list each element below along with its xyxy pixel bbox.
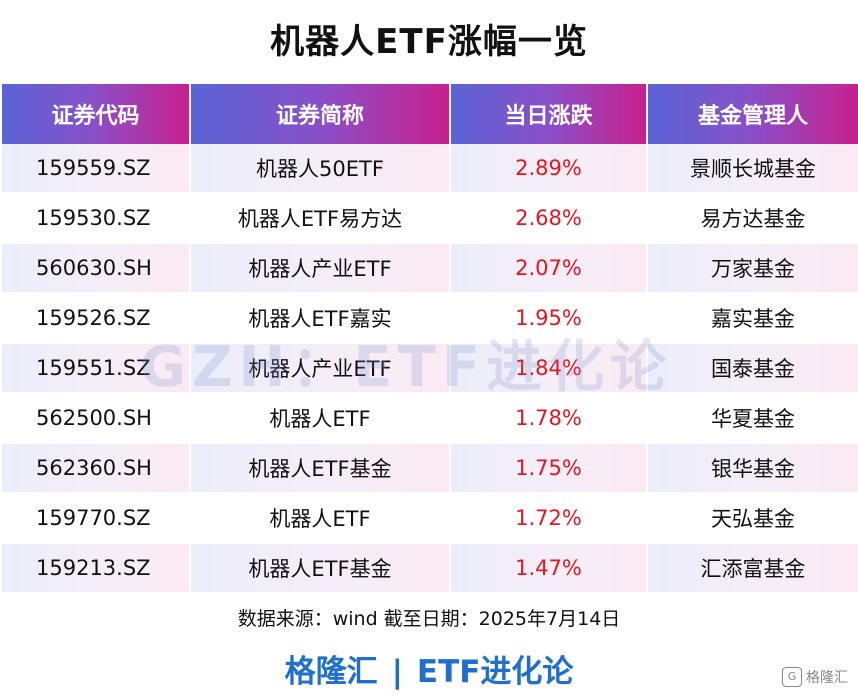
cell-manager: 国泰基金 xyxy=(647,343,858,394)
cell-manager: 景顺长城基金 xyxy=(647,144,858,194)
page-title: 机器人ETF涨幅一览 xyxy=(270,22,588,62)
table-row: 159559.SZ 机器人50ETF 2.89% 景顺长城基金 xyxy=(2,144,858,194)
cell-change: 2.89% xyxy=(450,144,648,194)
header-change: 当日涨跌 xyxy=(450,84,648,144)
cell-change: 1.72% xyxy=(450,493,648,544)
watermark-text: GZH：ETF进化论 xyxy=(140,335,673,400)
cell-code: 159559.SZ xyxy=(2,144,191,194)
cell-code: 560630.SH xyxy=(2,243,191,294)
table-row: 159770.SZ 机器人ETF 1.72% 天弘基金 xyxy=(2,493,858,544)
brand-footer: 格隆汇 | ETF进化论 xyxy=(0,646,858,691)
cell-code: 562500.SH xyxy=(2,393,191,444)
cell-code: 159551.SZ xyxy=(2,343,191,394)
data-source-note: 数据来源：wind 截至日期：2025年7月14日 xyxy=(237,608,621,630)
cell-manager: 万家基金 xyxy=(647,243,858,294)
table-row: 159213.SZ 机器人ETF基金 1.47% 汇添富基金 xyxy=(2,543,858,594)
cell-change: 2.07% xyxy=(450,243,648,294)
cell-manager: 汇添富基金 xyxy=(647,543,858,594)
table-row: 562360.SH 机器人ETF基金 1.75% 银华基金 xyxy=(2,443,858,494)
cell-manager: 银华基金 xyxy=(647,443,858,494)
cell-change: 1.75% xyxy=(450,443,648,494)
header-code: 证券代码 xyxy=(2,84,191,144)
table-row: 159551.SZ 机器人产业ETF 1.84% 国泰基金 xyxy=(2,343,858,394)
cell-name: 机器人ETF基金 xyxy=(190,543,451,594)
corner-logo-text: 格隆汇 xyxy=(806,670,848,686)
cell-name: 机器人ETF xyxy=(190,393,451,444)
cell-change: 1.78% xyxy=(450,393,648,444)
brand-channel: ETF进化论 xyxy=(416,654,574,690)
cell-name: 机器人ETF易方达 xyxy=(190,193,451,244)
cell-change: 1.84% xyxy=(450,343,648,394)
cell-code: 159530.SZ xyxy=(2,193,191,244)
cell-name: 机器人ETF xyxy=(190,493,451,544)
brand-name: 格隆汇 xyxy=(284,654,378,690)
cell-code: 159213.SZ xyxy=(2,543,191,594)
cell-manager: 嘉实基金 xyxy=(647,293,858,344)
cell-change: 2.68% xyxy=(450,193,648,244)
cell-change: 1.95% xyxy=(450,293,648,344)
gelonghui-logo-icon: G xyxy=(782,667,802,687)
cell-name: 机器人产业ETF xyxy=(190,343,451,394)
table-row: 560630.SH 机器人产业ETF 2.07% 万家基金 xyxy=(2,243,858,294)
cell-name: 机器人ETF基金 xyxy=(190,443,451,494)
cell-manager: 易方达基金 xyxy=(647,193,858,244)
header-manager: 基金管理人 xyxy=(647,84,858,144)
cell-manager: 天弘基金 xyxy=(647,493,858,544)
table-header-row: 证券代码 证券简称 当日涨跌 基金管理人 xyxy=(2,84,858,144)
cell-change: 1.47% xyxy=(450,543,648,594)
cell-code: 562360.SH xyxy=(2,443,191,494)
table-row: 159526.SZ 机器人ETF嘉实 1.95% 嘉实基金 xyxy=(2,293,858,344)
table-row: 562500.SH 机器人ETF 1.78% 华夏基金 xyxy=(2,393,858,444)
corner-watermark-logo: G 格隆汇 xyxy=(782,667,848,687)
brand-separator: | xyxy=(391,654,403,690)
header-name: 证券简称 xyxy=(190,84,451,144)
cell-manager: 华夏基金 xyxy=(647,393,858,444)
table-row: 159530.SZ 机器人ETF易方达 2.68% 易方达基金 xyxy=(2,193,858,244)
cell-name: 机器人产业ETF xyxy=(190,243,451,294)
cell-code: 159526.SZ xyxy=(2,293,191,344)
cell-name: 机器人ETF嘉实 xyxy=(190,293,451,344)
cell-code: 159770.SZ xyxy=(2,493,191,544)
etf-table: 证券代码 证券简称 当日涨跌 基金管理人 159559.SZ 机器人50ETF 2.… xyxy=(2,84,858,594)
cell-name: 机器人50ETF xyxy=(190,144,451,194)
